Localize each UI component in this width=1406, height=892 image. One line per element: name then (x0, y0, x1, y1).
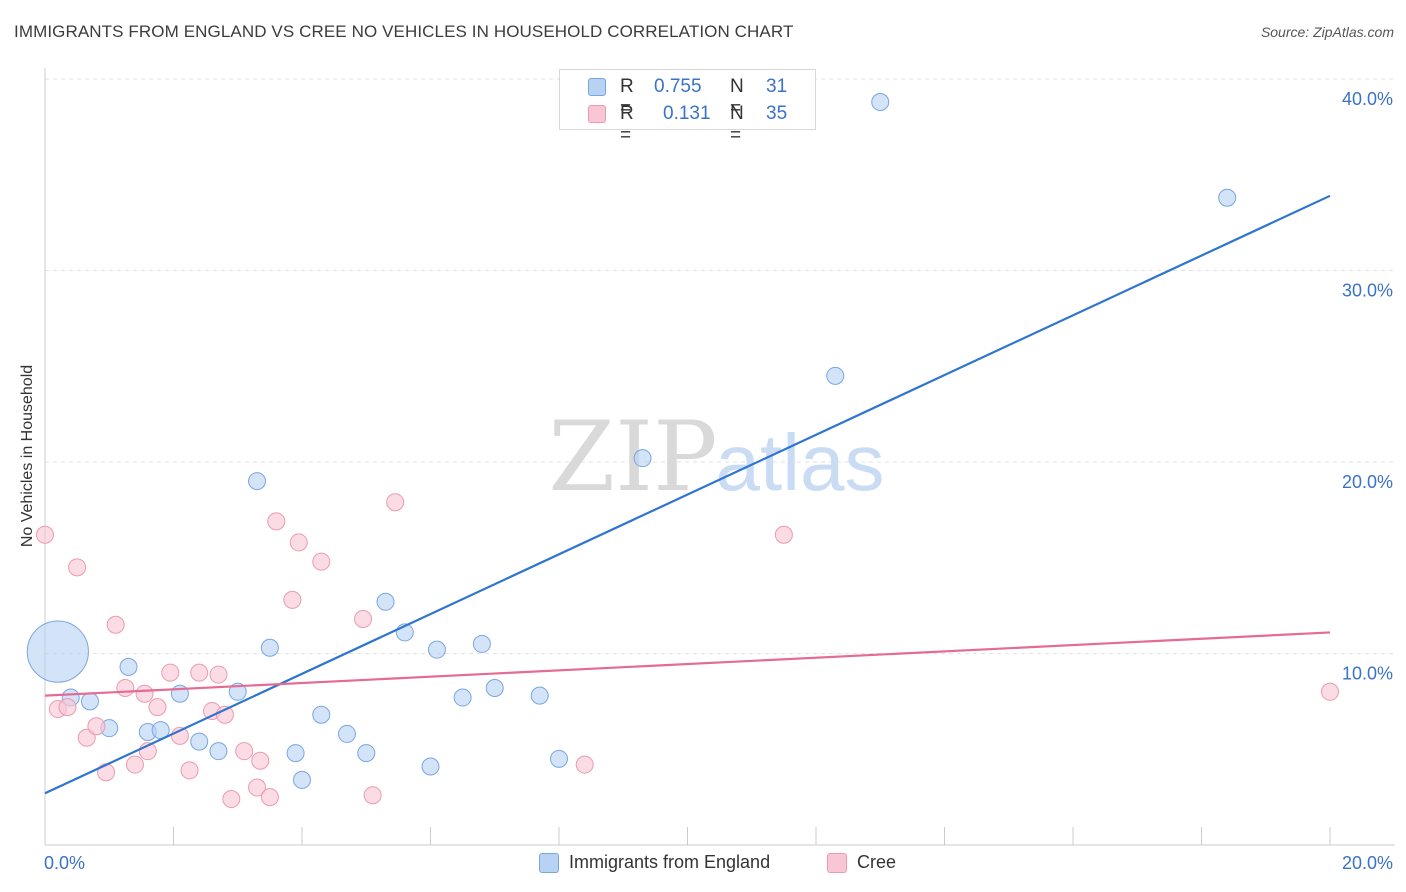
pink-point (135, 684, 154, 703)
blue-point (286, 744, 305, 763)
pink-point (774, 525, 793, 544)
blue-trend-line (44, 194, 1331, 795)
trend-lines (44, 194, 1331, 795)
blue-point (871, 92, 890, 111)
blue-point (209, 742, 228, 761)
watermark-atlas: atlas (716, 418, 885, 507)
pink-point (235, 742, 254, 761)
y-tick-label: 40.0% (1342, 89, 1393, 109)
blue-point (357, 744, 376, 763)
pink-point (77, 728, 96, 747)
pink-point (267, 512, 286, 531)
legend-n-value: 31 (766, 76, 788, 97)
correlation-legend: R = 0.755 N = 31 R = 0.131 N = 35 (559, 69, 816, 146)
series-pink (36, 493, 1339, 809)
pink-point (116, 678, 135, 697)
pink-point (222, 790, 241, 809)
pink-point (363, 786, 382, 805)
blue-point (228, 682, 247, 701)
pink-trend-line (44, 631, 1331, 697)
watermark-zip: ZIP (548, 401, 717, 513)
blue-point (427, 640, 446, 659)
blue-point (453, 688, 472, 707)
pink-point (161, 663, 180, 682)
blue-point (190, 732, 209, 751)
blue-point (421, 757, 440, 776)
blue-point (633, 449, 652, 468)
pink-point (97, 763, 116, 782)
pink-point (1321, 682, 1339, 701)
blue-point (293, 770, 311, 789)
pink-point (248, 778, 267, 797)
legend-label-cree: Cree (857, 852, 897, 872)
legend-n-value: 35 (766, 103, 788, 124)
axes (44, 68, 1395, 846)
pink-point (209, 665, 228, 684)
blue-point (80, 692, 99, 711)
blue-point (312, 705, 331, 724)
legend-label-england: Immigrants from England (569, 852, 771, 872)
data-points (26, 92, 1339, 809)
chart-title: IMMIGRANTS FROM ENGLAND VS CREE NO VEHIC… (14, 22, 794, 41)
pink-point (106, 615, 125, 634)
series-blue (26, 92, 1237, 789)
x-tick-label: 20.0% (1342, 853, 1393, 873)
pink-point (289, 533, 308, 552)
legend-swatch-blue (539, 853, 559, 873)
blue-point (472, 634, 491, 653)
pink-point (148, 698, 167, 717)
y-tick-label: 10.0% (1342, 664, 1393, 684)
pink-point (312, 552, 331, 571)
blue-point (337, 724, 356, 743)
legend-swatch-pink (588, 105, 606, 123)
pink-point (386, 493, 405, 512)
pink-point (260, 788, 279, 807)
source-label: Source: ZipAtlas.com (1260, 24, 1394, 40)
blue-point (260, 638, 279, 657)
pink-point (58, 698, 77, 717)
watermark: ZIP atlas (548, 401, 884, 513)
blue-point (826, 366, 845, 385)
pink-point (36, 525, 54, 544)
legend-n-label: N = (730, 76, 744, 119)
legend-swatch-blue (588, 78, 606, 96)
pink-point (251, 751, 270, 770)
blue-point (119, 657, 138, 676)
gridlines (45, 78, 1395, 654)
pink-point (190, 663, 209, 682)
blue-point (1218, 188, 1237, 207)
legend-swatch-pink (827, 853, 847, 873)
legend-n-label: N = (730, 103, 744, 146)
blue-point (530, 686, 549, 705)
pink-point (575, 755, 594, 774)
tick-labels: 10.0% 20.0% 30.0% 40.0% 0.0% 20.0% (44, 89, 1393, 873)
blue-point (485, 678, 504, 697)
blue-point (26, 620, 89, 683)
legend-r-value: 0.755 (654, 76, 702, 97)
pink-point (125, 755, 144, 774)
pink-point (283, 590, 302, 609)
pink-point (87, 717, 106, 736)
legend-r-label: R = (620, 76, 634, 119)
pink-point (68, 558, 87, 577)
y-tick-label: 30.0% (1342, 281, 1393, 301)
pink-point (180, 761, 199, 780)
x-tick-label: 0.0% (44, 853, 85, 873)
legend-r-label: R = (620, 103, 634, 146)
blue-point (550, 749, 568, 768)
y-tick-label: 20.0% (1342, 472, 1393, 492)
blue-point (376, 592, 395, 611)
legend-r-value: 0.131 (663, 103, 711, 124)
pink-point (354, 610, 373, 629)
blue-point (248, 472, 267, 491)
